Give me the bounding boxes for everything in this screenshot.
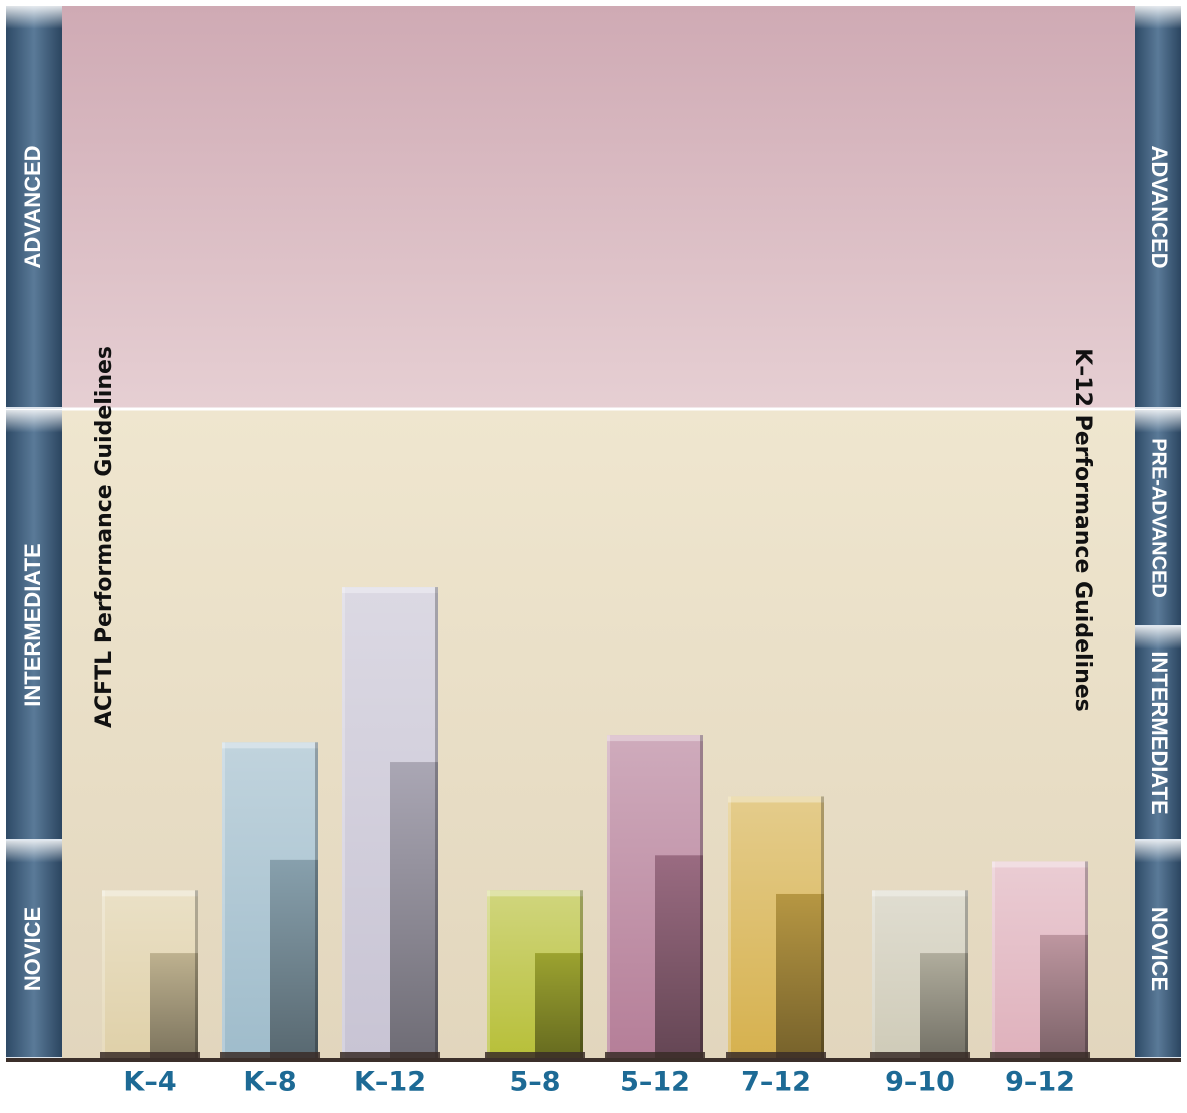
right-strip-label: INTERMEDIATE (1147, 651, 1172, 814)
right-strip-novice: NOVICE (1135, 840, 1181, 1059)
bar-1 (100, 890, 200, 1060)
intermediate-band (6, 410, 1181, 1060)
right-strip-label: ADVANCED (1147, 145, 1172, 268)
category-label: 5–8 (509, 1067, 560, 1098)
right-strip-label: PRE-ADVANCED (1148, 438, 1170, 598)
right-level-strips: NOVICE INTERMEDIATE PRE-ADVANCED ADVANCED (1135, 6, 1181, 1059)
left-title: ACFTL Performance Guidelines (92, 346, 117, 728)
right-strip-intermediate: INTERMEDIATE (1135, 626, 1181, 841)
right-strip-pre-advanced: PRE-ADVANCED (1135, 410, 1181, 627)
category-labels: K–4 K–8 K–12 5–8 5–12 7–12 9–10 9–12 (123, 1067, 1075, 1098)
bar-5 (605, 735, 705, 1060)
left-strip-intermediate: INTERMEDIATE (6, 410, 62, 841)
bar-7 (870, 890, 970, 1060)
left-strip-label: NOVICE (20, 907, 45, 991)
right-strip-label: NOVICE (1147, 907, 1172, 991)
right-title: K–12 Performance Guidelines (1070, 348, 1095, 712)
category-label: 9–12 (1005, 1067, 1075, 1098)
category-label: K–8 (243, 1067, 296, 1098)
category-label: 5–12 (620, 1067, 690, 1098)
baseline (6, 1058, 1181, 1062)
bars (100, 587, 1090, 1060)
left-level-strips: NOVICE INTERMEDIATE ADVANCED (6, 6, 62, 1059)
category-label: K–12 (354, 1067, 426, 1098)
left-strip-advanced: ADVANCED (6, 6, 62, 409)
category-label: 7–12 (741, 1067, 811, 1098)
advanced-band (6, 6, 1181, 410)
right-strip-advanced: ADVANCED (1135, 6, 1181, 409)
category-label: 9–10 (885, 1067, 955, 1098)
left-strip-label: INTERMEDIATE (20, 543, 45, 706)
bar-2 (220, 742, 320, 1060)
category-label: K–4 (123, 1067, 176, 1098)
bar-6 (726, 796, 826, 1060)
bar-4 (485, 890, 585, 1060)
bar-3 (340, 587, 440, 1060)
left-strip-novice: NOVICE (6, 840, 62, 1059)
bar-8 (990, 861, 1090, 1060)
left-strip-label: ADVANCED (20, 145, 45, 268)
